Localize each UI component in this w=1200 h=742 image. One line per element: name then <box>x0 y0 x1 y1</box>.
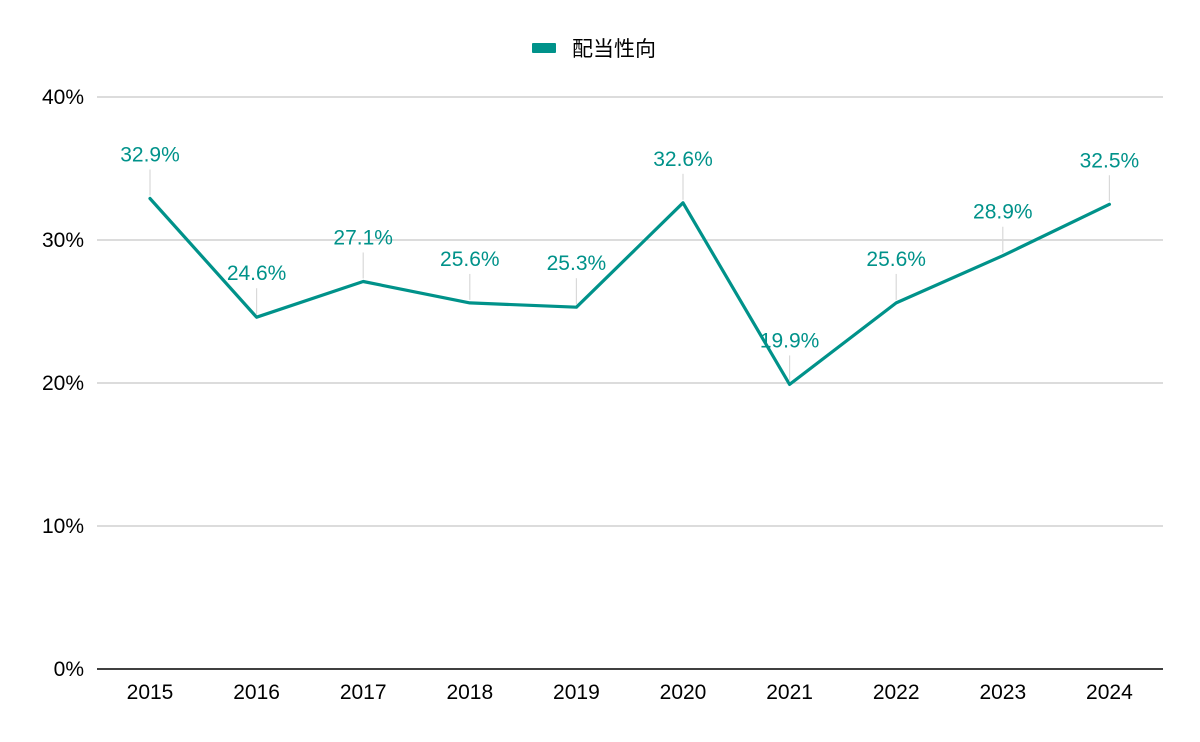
axes: 0% 10% 20% 30% 40% 2015 2016 2017 2018 2019 2020 20… <box>42 86 1163 704</box>
x-tick-label: 2022 <box>873 681 920 704</box>
data-labels: 32.9% 24.6% 27.1% 25.6% 25.3% 32.6% 19.9% 25.6%… <box>120 144 1139 382</box>
x-tick-label: 2017 <box>340 681 387 704</box>
series-line <box>148 196 1112 386</box>
x-tick-label: 2018 <box>446 681 493 704</box>
x-tick-label: 2020 <box>660 681 707 704</box>
legend-swatch <box>532 43 556 53</box>
x-tick-label: 2016 <box>233 681 280 704</box>
data-label: 32.6% <box>653 148 713 171</box>
data-label: 32.5% <box>1080 149 1140 172</box>
data-label: 25.6% <box>866 248 926 271</box>
data-label: 32.9% <box>120 144 180 167</box>
data-label: 24.6% <box>227 262 287 285</box>
y-tick-label: 30% <box>42 229 84 252</box>
data-label: 19.9% <box>760 329 820 352</box>
y-tick-label: 0% <box>54 658 84 681</box>
data-label: 27.1% <box>333 226 393 249</box>
x-tick-label: 2023 <box>979 681 1026 704</box>
data-label: 25.6% <box>440 248 500 271</box>
x-tick-label: 2021 <box>766 681 813 704</box>
x-tick-label: 2024 <box>1086 681 1133 704</box>
data-label: 25.3% <box>547 252 607 275</box>
y-tick-label: 10% <box>42 515 84 538</box>
y-tick-label: 20% <box>42 372 84 395</box>
data-label: 28.9% <box>973 201 1033 224</box>
x-tick-label: 2019 <box>553 681 600 704</box>
y-tick-label: 40% <box>42 86 84 109</box>
legend-label: 配当性向 <box>572 38 656 61</box>
gridlines <box>97 96 1163 527</box>
legend: 配当性向 <box>532 38 656 61</box>
series-layer <box>148 196 1112 386</box>
x-tick-label: 2015 <box>127 681 174 704</box>
